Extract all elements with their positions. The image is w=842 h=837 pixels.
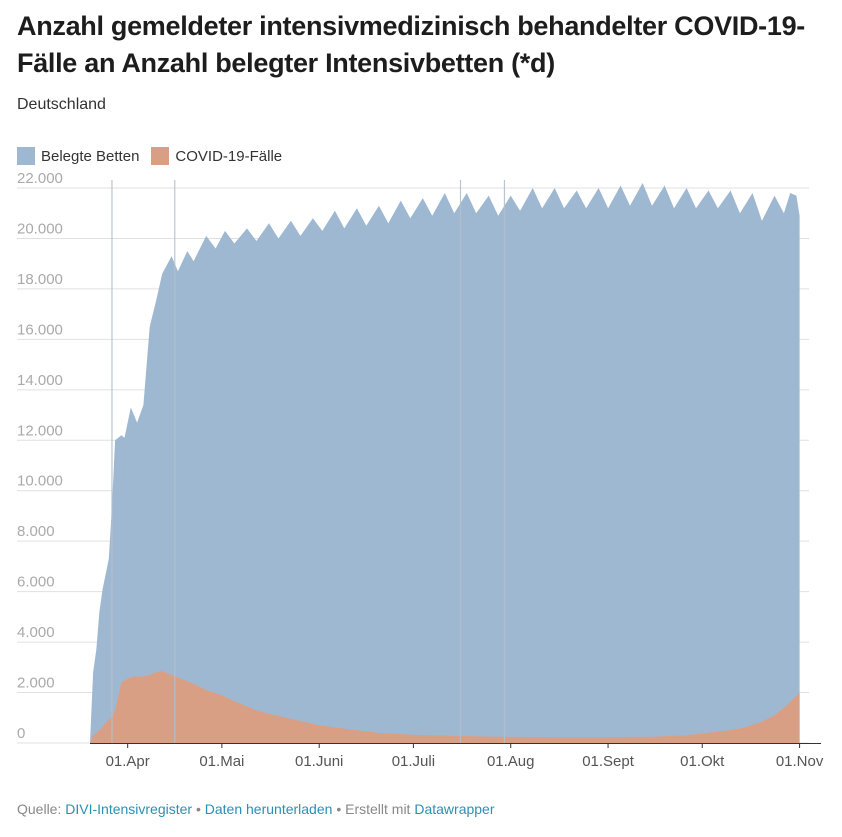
x-tick-label: 01.Okt [680,753,725,770]
area-belegte-betten [90,183,800,743]
area-chart: 0 2.000 4.000 6.000 8.000 10.000 12.000 14.000 1… [17,170,824,770]
x-tick-label: 01.Juli [392,753,435,770]
x-tick-label: 01.Juni [295,753,343,770]
y-tick-label: 4.000 [17,624,55,641]
x-tick-label: 01.Aug [487,753,535,770]
y-tick-label: 22.000 [17,170,63,187]
y-tick-label: 8.000 [17,523,55,540]
y-tick-label: 6.000 [17,574,55,591]
area-covid-faelle [90,671,800,743]
y-tick-label: 0 [17,725,25,742]
footer-separator: • [195,801,201,817]
y-tick-label: 18.000 [17,271,63,288]
y-tick-label: 14.000 [17,372,63,389]
y-tick-label: 12.000 [17,422,63,439]
legend-item-belegte-betten: Belegte Betten [17,147,139,165]
y-tick-label: 2.000 [17,675,55,692]
x-tick-label: 01.Nov [776,753,824,770]
download-data-link[interactable]: Daten herunterladen [204,801,333,817]
datawrapper-link[interactable]: Datawrapper [414,801,495,817]
source-link[interactable]: DIVI-Intensivregister [65,801,193,817]
chart-title: Anzahl gemeldeter intensivmedizinisch be… [17,11,805,78]
footer: Quelle: DIVI-Intensivregister • Daten he… [17,801,495,817]
legend-swatch-belegte-betten [17,147,35,165]
x-tick-label: 01.Mai [199,753,244,770]
y-tick-label: 16.000 [17,321,63,338]
y-tick-label: 10.000 [17,473,63,490]
footer-source-prefix: Quelle: [17,801,62,817]
legend-label-belegte-betten: Belegte Betten [41,147,140,165]
legend-swatch-covid [151,147,170,165]
legend-item-covid: COVID-19-Fälle [151,147,282,165]
y-tick-label: 20.000 [17,220,63,237]
legend: Belegte Betten COVID-19-Fälle [17,147,294,165]
chart-subtitle: Deutschland [17,96,106,113]
footer-created-with: • Erstellt mit [336,801,411,817]
x-tick-label: 01.Apr [106,753,150,770]
legend-label-covid: COVID-19-Fälle [175,147,283,165]
x-tick-label: 01.Sept [582,753,635,770]
